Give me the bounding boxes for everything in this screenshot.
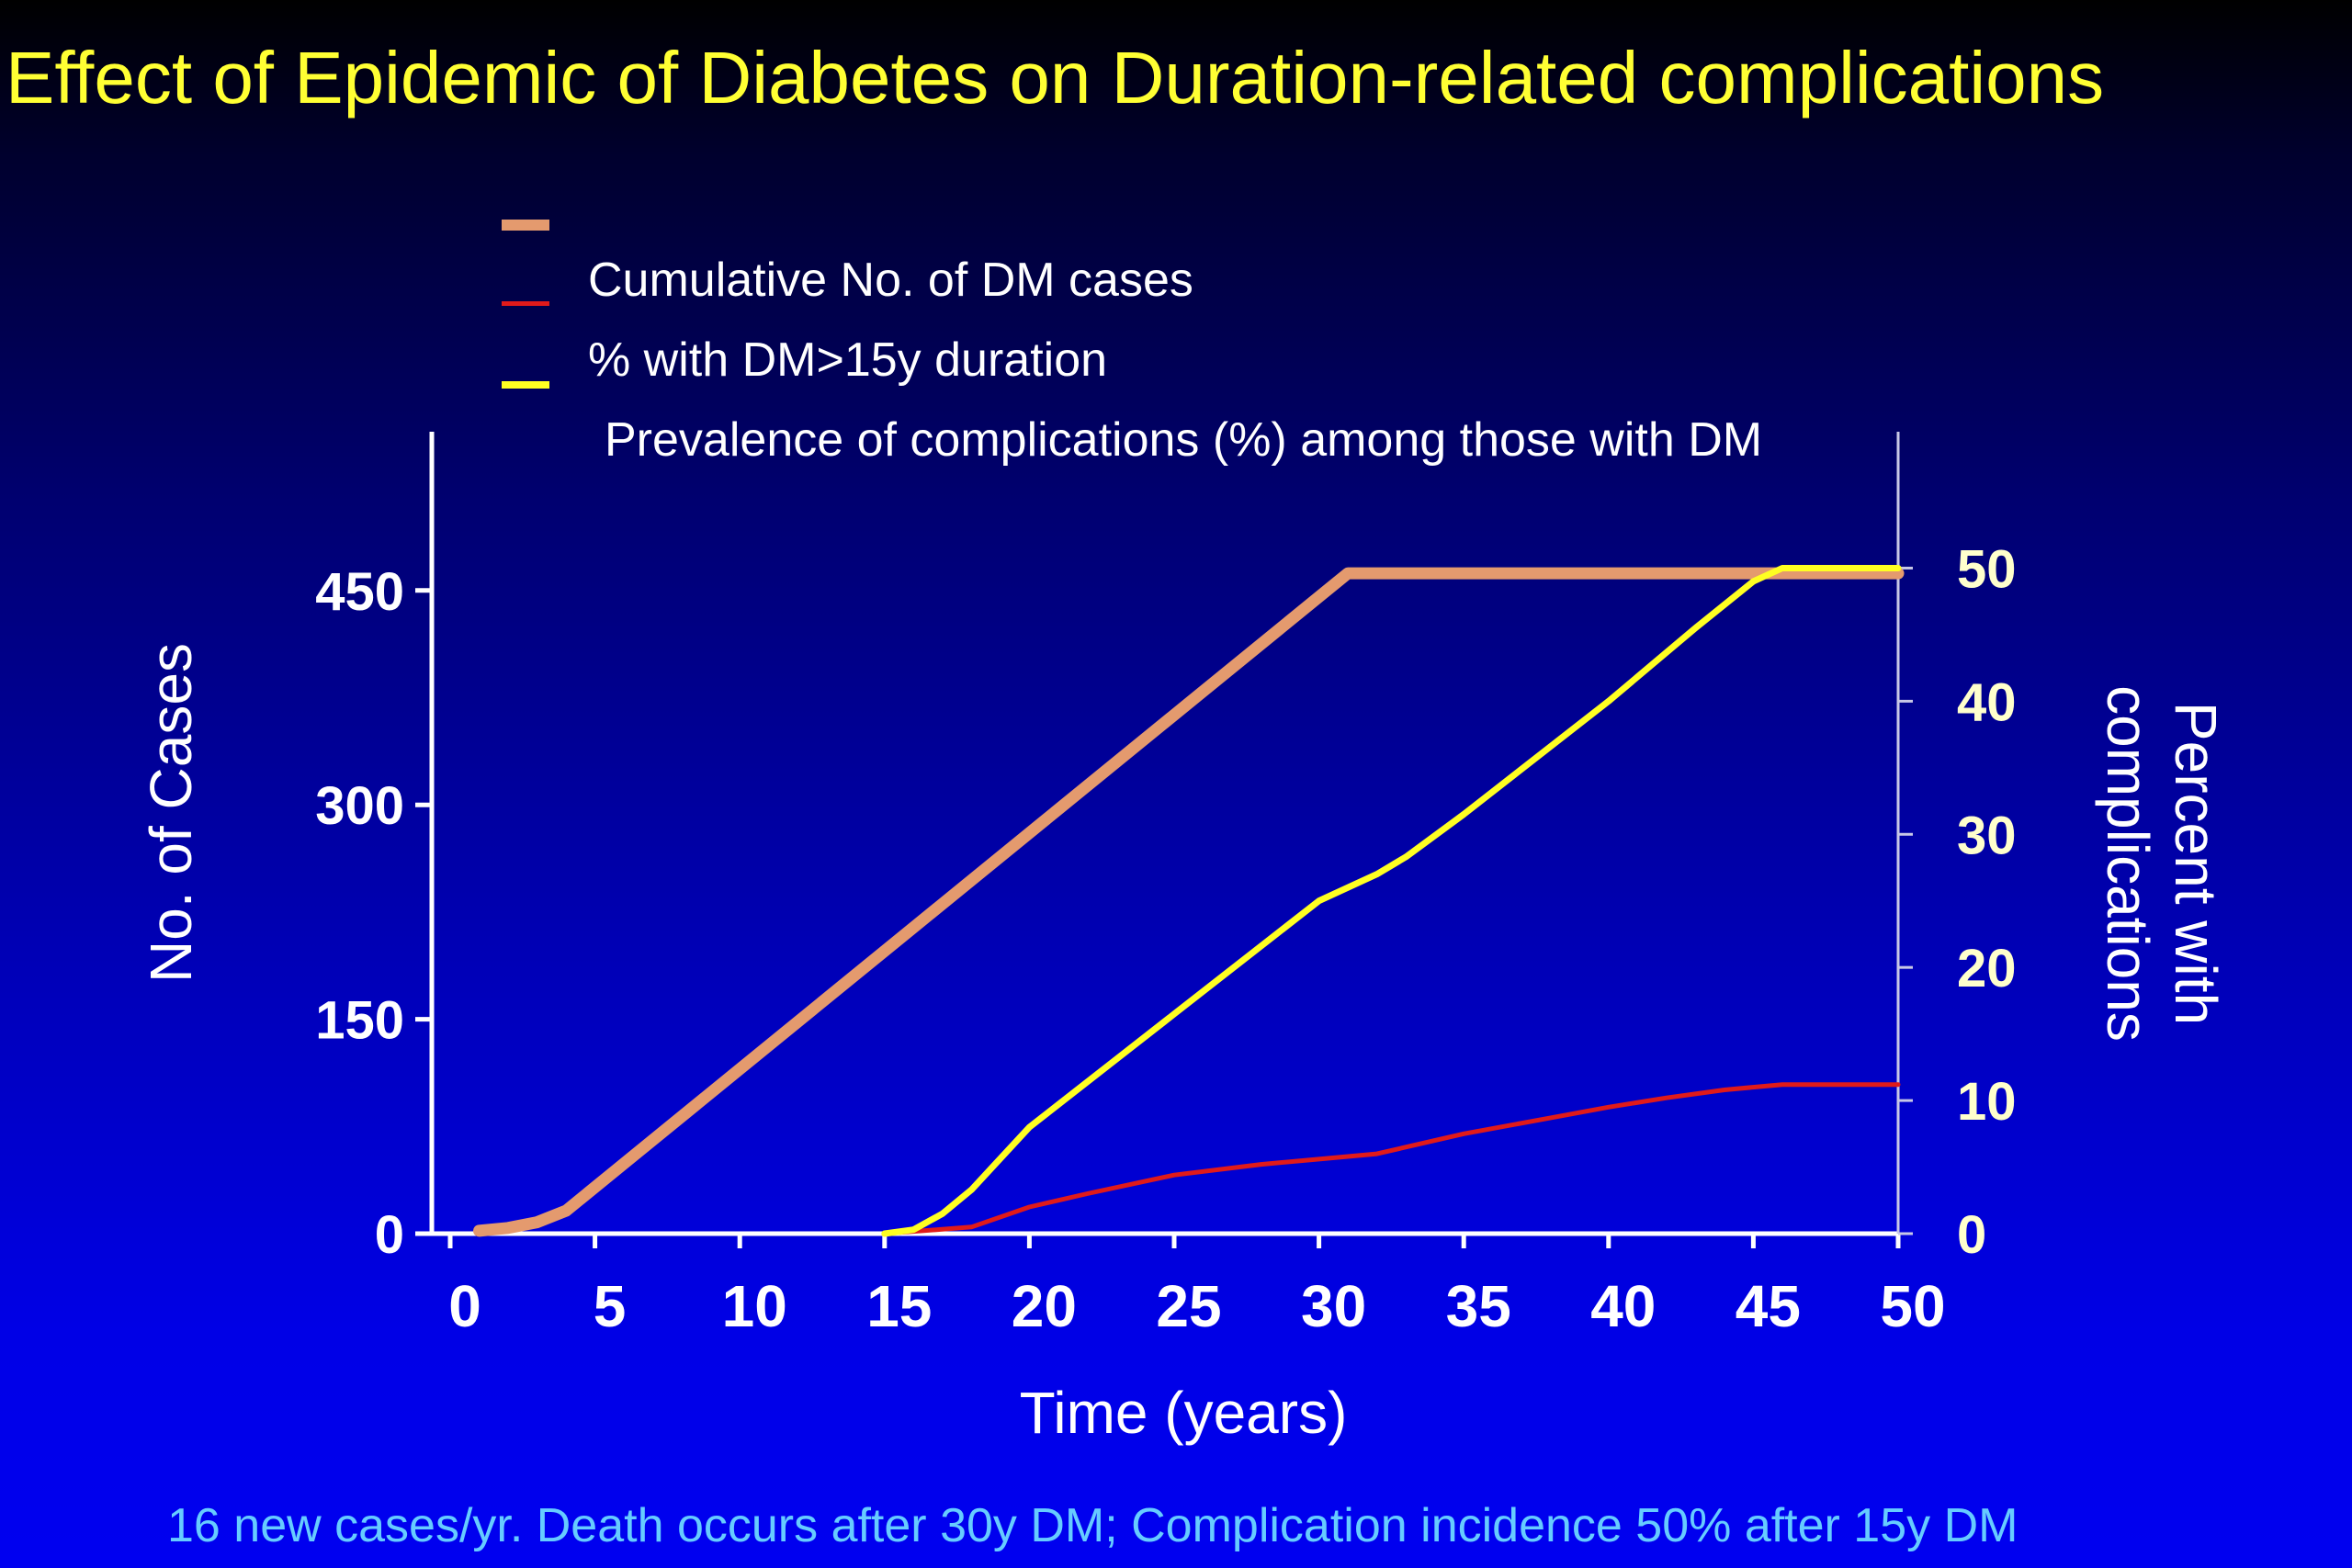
series-line-3	[881, 565, 1902, 1237]
y-left-tick-label: 450	[315, 562, 404, 622]
y-axis-right-title-line2: complications	[2095, 685, 2161, 1042]
series-line-1	[473, 567, 1905, 1237]
legend-label-complication-prevalence: Prevalence of complications (%) among th…	[605, 413, 1762, 467]
x-tick-label: 50	[1880, 1273, 1945, 1339]
x-tick-label: 40	[1590, 1273, 1656, 1339]
y-right-tick-label: 50	[1957, 539, 2017, 599]
tick-labels: 0 5 10 15 20 25 30 35 40 45 5001503004500102030405…	[315, 539, 2016, 1339]
legend-swatch-complication-prevalence	[502, 301, 549, 306]
legend-swatch-cumulative-cases	[502, 220, 549, 231]
series	[473, 565, 1905, 1237]
x-tick-label: 35	[1446, 1273, 1511, 1339]
y-left-tick-label: 300	[315, 776, 404, 836]
x-tick-label: 0	[448, 1273, 481, 1339]
y-right-tick-label: 40	[1957, 672, 2017, 732]
legend-label-cumulative-cases: Cumulative No. of DM cases	[588, 254, 1193, 307]
x-tick-label: 5	[594, 1273, 627, 1339]
series-line-2	[882, 1082, 1901, 1236]
legend-swatch-long-duration	[502, 381, 549, 389]
y-axis-left-title: No. of Cases	[138, 643, 204, 983]
y-right-tick-label: 0	[1957, 1205, 1986, 1265]
y-axis-right-title: Percent with complications	[2095, 685, 2229, 1042]
x-tick-label: 10	[722, 1273, 787, 1339]
y-left-tick-label: 150	[315, 991, 404, 1051]
y-left-tick-label: 0	[375, 1205, 404, 1265]
y-right-tick-label: 20	[1957, 939, 2017, 998]
y-right-tick-label: 10	[1957, 1072, 2017, 1132]
x-tick-label: 25	[1156, 1273, 1221, 1339]
footnote: 16 new cases/yr. Death occurs after 30y …	[167, 1499, 2018, 1552]
y-right-tick-label: 30	[1957, 806, 2017, 865]
x-tick-label: 20	[1012, 1273, 1077, 1339]
y-axis-right-title-line1: Percent with	[2163, 702, 2229, 1025]
x-tick-label: 15	[866, 1273, 932, 1339]
x-tick-label: 45	[1736, 1273, 1801, 1339]
legend: Cumulative No. of DM cases % with DM>15y…	[502, 220, 1762, 467]
chart-title: Effect of Epidemic of Diabetes on Durati…	[6, 37, 2104, 118]
x-axis-title: Time (years)	[1020, 1380, 1348, 1446]
legend-label-long-duration: % with DM>15y duration	[588, 333, 1107, 387]
x-tick-label: 30	[1301, 1273, 1366, 1339]
axes	[415, 432, 1913, 1248]
